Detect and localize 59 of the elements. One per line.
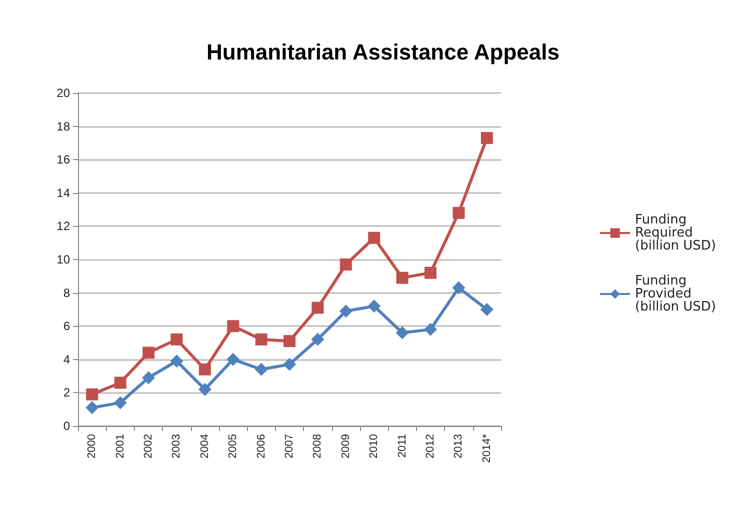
- y-tick-label: 20: [56, 86, 70, 100]
- point: [340, 258, 352, 270]
- x-tick-label: 2001: [114, 434, 126, 458]
- point: [311, 332, 324, 346]
- point: [312, 302, 324, 314]
- point: [452, 206, 465, 219]
- point: [368, 232, 380, 244]
- point: [424, 322, 437, 336]
- point: [284, 335, 296, 348]
- y-tick-label: 10: [56, 252, 70, 266]
- x-tick-label: 2012: [424, 434, 436, 458]
- y-tick-label: 8: [63, 286, 70, 300]
- legend-label: Funding Provided (billion USD): [635, 274, 716, 314]
- point: [86, 401, 99, 414]
- x-tick-label: 2004: [198, 434, 211, 458]
- point: [254, 362, 268, 376]
- x-tick-label: 2000: [86, 434, 98, 458]
- x-tick-label: 2010: [368, 434, 380, 458]
- chart-title: Humanitarian Assistance Appeals: [206, 40, 560, 64]
- point: [452, 281, 466, 294]
- point: [227, 320, 240, 332]
- point: [368, 300, 381, 313]
- point: [114, 396, 127, 410]
- y-tick-label: 18: [56, 119, 70, 134]
- x-tick-label: 2014*: [480, 433, 493, 463]
- point: [142, 346, 154, 359]
- legend-label: Funding Required (billion USD): [635, 212, 716, 254]
- point: [480, 302, 494, 316]
- x-tick-label: 2007: [284, 434, 296, 458]
- point: [198, 363, 211, 376]
- point: [198, 382, 212, 396]
- point: [339, 304, 352, 318]
- point: [170, 354, 184, 368]
- x-tick-label: 2006: [255, 434, 268, 458]
- point: [255, 333, 268, 346]
- point: [396, 272, 408, 284]
- y-tick-label: 0: [63, 419, 70, 433]
- y-tick-label: 16: [56, 152, 70, 167]
- point: [114, 376, 126, 389]
- point: [283, 358, 296, 371]
- x-tick-label: 2002: [142, 434, 154, 458]
- point: [142, 371, 155, 384]
- y-tick-label: 14: [56, 186, 70, 200]
- x-tick-label: 2008: [312, 434, 324, 458]
- x-tick-label: 2011: [396, 434, 408, 458]
- x-tick-label: 2003: [170, 434, 183, 458]
- x-tick-label: 2005: [227, 434, 240, 458]
- x-tick-label: 2009: [340, 434, 352, 458]
- y-tick-label: 4: [63, 352, 70, 366]
- point: [424, 266, 436, 279]
- point: [170, 333, 183, 346]
- point: [226, 352, 240, 366]
- y-tick-label: 6: [63, 319, 70, 334]
- point: [396, 326, 409, 340]
- x-tick-label: 2013: [452, 434, 465, 458]
- point: [86, 388, 98, 400]
- y-tick-label: 12: [56, 219, 70, 234]
- y-tick-label: 2: [63, 386, 70, 400]
- point: [480, 132, 493, 144]
